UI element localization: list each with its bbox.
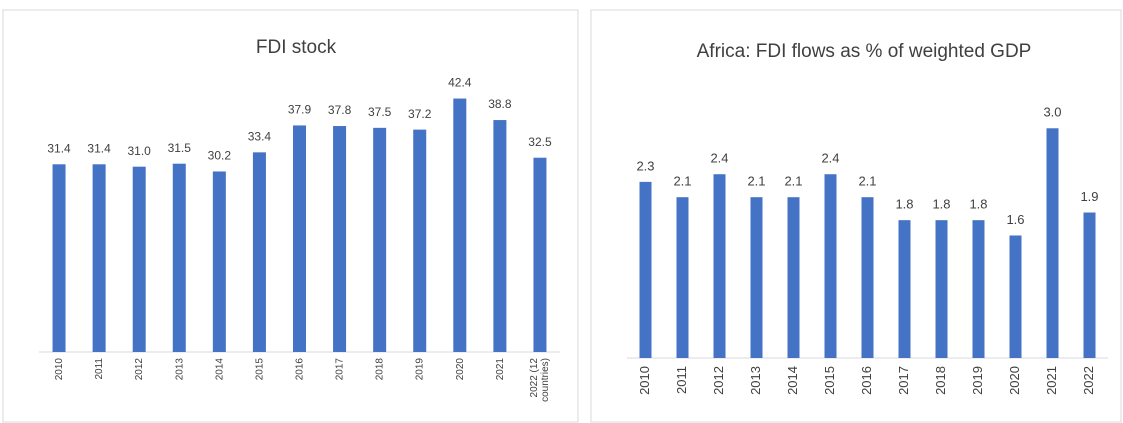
x-tick-label-text: 2015 [253,358,265,381]
bar [824,174,837,358]
data-label: 31.4 [87,141,111,155]
x-tick-label: 2017 [334,358,346,381]
data-label: 37.8 [328,103,352,117]
bar [453,98,467,352]
data-label: 31.0 [128,144,152,158]
x-tick-label: 2018 [933,366,948,395]
x-tick-label-text: 2017 [334,358,346,381]
x-tick-label: 2019 [414,358,426,381]
bar [212,171,226,352]
x-tick-label-text: 2013 [173,358,185,381]
data-label: 2.1 [858,174,876,189]
x-tick-label: 2011 [93,358,105,380]
x-tick-label-text: 2021 [494,358,506,381]
data-label: 1.9 [1080,189,1098,204]
bar [373,127,387,352]
data-label: 37.9 [288,103,312,117]
data-label: 32.5 [528,135,552,149]
x-tick-label: 2020 [454,358,466,381]
data-label: 2.4 [710,151,728,166]
bar [861,197,874,358]
data-label: 2.3 [636,158,654,173]
bar [1046,128,1059,358]
data-label: 2.1 [784,174,802,189]
x-tick-label: 2020 [1007,366,1022,395]
data-label: 42.4 [448,76,472,90]
data-label: 31.4 [47,141,71,155]
x-tick-label: 2018 [374,358,386,381]
x-tick-label-text: 2012 [133,358,145,381]
panel [590,9,1122,423]
bar [172,163,186,352]
data-label: 2.1 [673,174,691,189]
x-tick-label: 2013 [748,366,763,395]
data-label: 1.8 [932,197,950,212]
data-label: 1.8 [895,197,913,212]
data-label: 37.2 [408,107,432,121]
x-tick-label: 2021 [1044,366,1059,395]
x-tick-label: 2010 [53,358,65,381]
x-tick-label: 2012 [711,366,726,395]
x-tick-label: 2014 [785,366,800,395]
bar [935,220,948,358]
data-label: 3.0 [1043,105,1061,120]
x-tick-label: 2014 [213,358,225,381]
bar [898,220,911,358]
bar [533,157,547,352]
x-tick-label-text: 2011 [93,358,105,380]
x-tick-label: 2019 [970,366,985,395]
bar [972,220,985,358]
x-tick-label: 2022 (12 countries) [528,358,551,402]
bar [493,120,507,352]
data-label: 2.4 [821,151,839,166]
x-tick-label: 2012 [133,358,145,381]
x-tick-label-text: 2019 [414,358,426,381]
x-tick-label: 2010 [637,366,652,395]
x-tick-label-text: 2010 [53,358,65,381]
x-tick-label: 2015 [822,366,837,395]
bar [293,125,306,352]
bar [413,129,427,352]
x-tick-label: 2016 [859,366,874,395]
bar [639,181,652,358]
bar [1009,235,1022,358]
x-tick-label: 2013 [173,358,185,381]
x-tick-label-text: 2022 (12 countries) [528,358,551,402]
chart-title: FDI stock [256,37,337,58]
data-label: 37.5 [368,105,392,119]
x-tick-label: 2017 [896,366,911,395]
data-label: 31.5 [168,141,192,155]
x-tick-label: 2021 [494,358,506,381]
x-tick-label-text: 2020 [454,358,466,381]
bar [676,197,689,358]
bar [252,152,266,352]
data-label: 1.8 [969,197,987,212]
data-label: 33.4 [248,130,272,144]
data-label: 38.8 [488,97,512,111]
x-tick-label: 2011 [674,366,689,394]
bar [333,126,347,352]
data-label: 2.1 [747,174,765,189]
x-tick-label: 2022 [1081,366,1096,395]
bar [787,197,800,358]
bar [750,197,763,358]
chart-title: Africa: FDI flows as % of weighted GDP [697,41,1032,62]
bar [132,166,146,352]
x-tick-label-text: 2018 [374,358,386,381]
data-label: 1.6 [1006,212,1024,227]
x-tick-label: 2016 [294,358,305,381]
bar [1083,212,1096,358]
x-tick-label-text: 2016 [294,358,305,381]
data-label: 30.2 [208,149,232,163]
x-tick-label-text: 2014 [213,358,225,381]
x-tick-label: 2015 [253,358,265,381]
bar [52,164,66,352]
bar [92,164,106,352]
bar [713,174,726,358]
